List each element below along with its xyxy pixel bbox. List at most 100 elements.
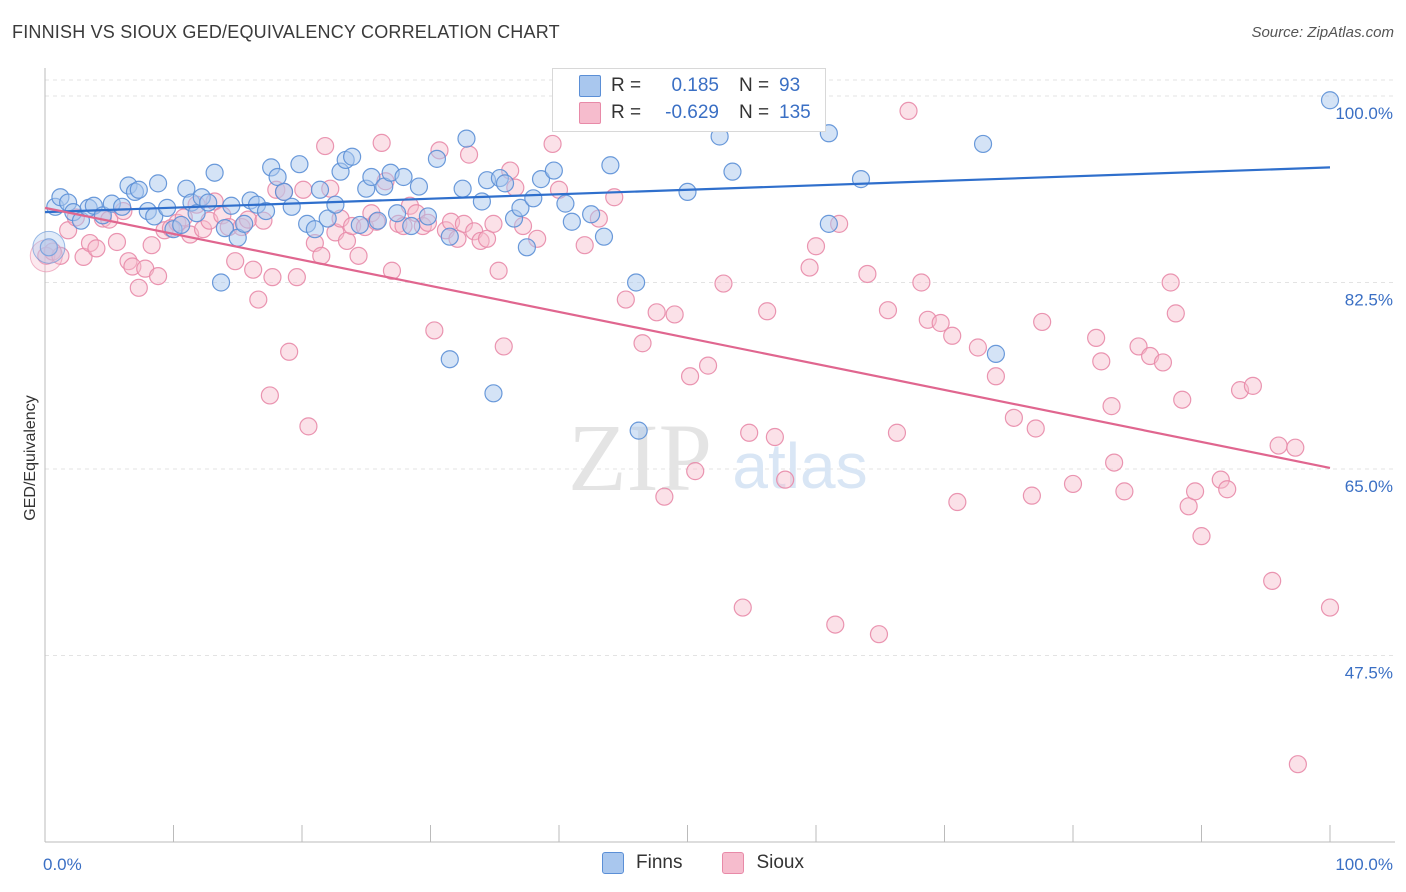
finns-legend-label: Finns [636, 852, 683, 873]
sioux-point [1004, 408, 1023, 427]
legend-item-sioux[interactable]: Sioux [722, 852, 804, 874]
finns-trend-line [44, 166, 1331, 214]
sioux-point [249, 290, 268, 309]
sioux-point [986, 367, 1006, 386]
sioux-point [543, 134, 562, 154]
sioux-point [1263, 571, 1282, 590]
sioux-point [1218, 480, 1237, 499]
sioux-point [1192, 527, 1211, 546]
finns-point [495, 174, 515, 193]
sioux-point [1286, 438, 1305, 457]
sioux-point [1320, 598, 1340, 617]
sioux-point [425, 321, 444, 340]
sioux-point [1166, 304, 1185, 323]
sioux-point [260, 386, 279, 405]
sioux-point [148, 266, 168, 286]
x-tick-label: 0.0% [43, 855, 82, 874]
finns-point [723, 162, 742, 181]
finns-point [199, 193, 218, 212]
legend-n-label: N = [739, 75, 770, 96]
legend-row-finns: R = 0.185 N = 93 [553, 73, 819, 99]
finns-point [290, 155, 309, 174]
watermark-zip: ZIP [568, 404, 712, 511]
finns-point [362, 167, 381, 187]
sioux-point [800, 258, 819, 277]
finns-point [819, 214, 838, 233]
sioux-point [968, 338, 988, 357]
sioux-point [686, 462, 705, 481]
finns-point-large [32, 230, 66, 264]
sioux-point [1288, 755, 1307, 774]
finns-point [148, 174, 168, 193]
legend-n-value: 93 [779, 75, 801, 96]
finns-point [626, 273, 646, 292]
finns-point [544, 161, 563, 180]
sioux-point [142, 236, 161, 255]
sioux-point [349, 246, 368, 265]
sioux-point [1153, 353, 1173, 372]
sioux-point [107, 232, 127, 252]
legend-r-label: R = [611, 102, 642, 123]
sioux-point [698, 356, 718, 375]
sioux-legend-label: Sioux [756, 852, 804, 873]
finns-point [531, 170, 551, 189]
finns-point [524, 189, 543, 208]
finns-point [274, 182, 294, 202]
sioux-point [489, 261, 508, 280]
sioux-point [1026, 419, 1045, 438]
sioux-point [372, 133, 391, 152]
sioux-point [1105, 453, 1124, 472]
chart-title: FINNISH VS SIOUX GED/EQUIVALENCY CORRELA… [12, 22, 560, 42]
sioux-point [494, 337, 513, 356]
legend-r-value: -0.629 [665, 102, 719, 123]
sioux-point [1102, 397, 1121, 416]
finns-point [1320, 91, 1340, 110]
finns-point [235, 214, 254, 233]
sioux-point [1087, 328, 1106, 348]
legend-n-value: 135 [779, 102, 811, 123]
sioux-point [616, 290, 635, 309]
finns-point [418, 207, 438, 226]
finns-point [215, 219, 234, 238]
sioux-point [1211, 470, 1230, 489]
finns-point [256, 201, 276, 221]
watermark-atlas: atlas [732, 430, 867, 502]
legend-r-value: 0.185 [671, 75, 719, 96]
finns-point [172, 215, 191, 235]
sioux-point [740, 423, 759, 442]
sioux-point [459, 145, 479, 164]
finns-point [350, 215, 369, 235]
finns-point [427, 149, 447, 168]
sioux-point [299, 417, 318, 436]
sioux-point [280, 342, 299, 361]
sioux-point [806, 237, 826, 256]
finns-point [440, 227, 459, 246]
finns-point [394, 167, 413, 187]
finns-point [205, 163, 224, 182]
legend-item-finns[interactable]: Finns [602, 852, 682, 874]
sioux-point [1115, 482, 1134, 501]
sioux-point [647, 303, 666, 322]
sioux-point [899, 101, 918, 121]
correlation-legend: R = 0.185 N = 93 R = -0.629 N = 135 [552, 68, 826, 132]
y-tick-label: 100.0% [1335, 104, 1393, 123]
y-tick-label: 82.5% [1345, 290, 1393, 309]
sioux-point [263, 268, 282, 287]
watermark: ZIP atlas [568, 404, 868, 511]
sioux-point [1161, 273, 1180, 292]
sioux-point [912, 273, 931, 292]
finns-point [453, 179, 472, 198]
finns-swatch [579, 75, 601, 97]
series-legend: Finns Sioux [0, 852, 1406, 874]
axes [44, 68, 1395, 843]
finns-point [387, 204, 407, 223]
sioux-point [454, 214, 474, 233]
sioux-legend-swatch [722, 852, 745, 874]
y-axis-label: GED/Equivalency [22, 395, 39, 521]
finns-point [594, 227, 614, 246]
finns-legend-swatch [602, 852, 624, 874]
y-tick-label: 65.0% [1345, 477, 1393, 496]
sioux-point [665, 305, 684, 324]
finns-point [484, 384, 503, 403]
